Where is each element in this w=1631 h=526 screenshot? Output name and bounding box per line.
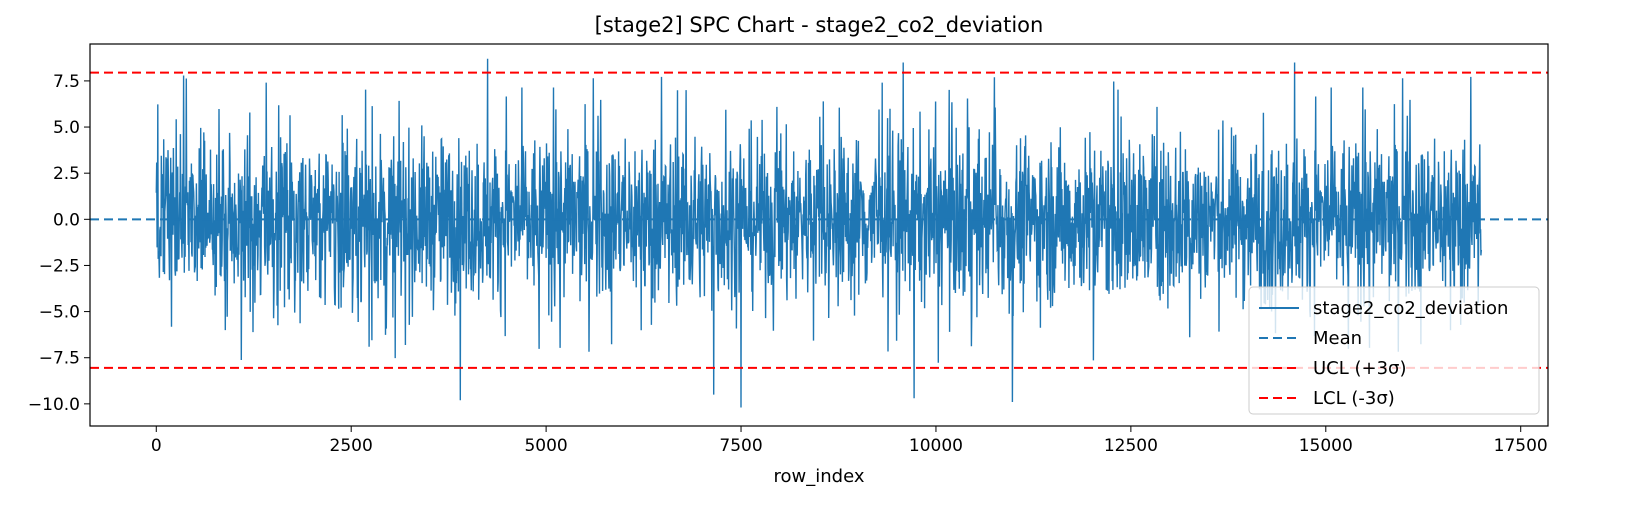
- legend: stage2_co2_deviation Mean UCL (+3σ) LCL (-3…: [1248, 286, 1540, 415]
- y-tick-label: 5.0: [53, 118, 80, 138]
- legend-label: Mean: [1313, 328, 1362, 349]
- y-tick-label: −2.5: [39, 256, 80, 276]
- legend-item-lcl: LCL (-3σ): [1259, 388, 1395, 409]
- x-tick-label: 2500: [330, 436, 373, 456]
- y-axis: 7.5 5.0 2.5 0.0 −2.5 −5.0 −7.5 −10.0: [28, 72, 90, 415]
- y-tick-label: −10.0: [28, 395, 80, 415]
- x-axis: 0 2500 5000 7500 10000 12500 15000 17500: [151, 426, 1548, 456]
- x-tick-label: 15000: [1299, 436, 1353, 456]
- x-axis-label: row_index: [774, 466, 865, 487]
- legend-label: LCL (-3σ): [1313, 388, 1395, 409]
- x-tick-label: 0: [151, 436, 162, 456]
- plot-inner: [90, 58, 1548, 408]
- y-tick-label: −7.5: [39, 349, 80, 369]
- y-tick-label: 2.5: [53, 164, 80, 184]
- legend-label: stage2_co2_deviation: [1313, 298, 1508, 319]
- plot-area: [90, 58, 1548, 408]
- legend-item-mean: Mean: [1259, 328, 1362, 349]
- legend-box: [1248, 286, 1540, 415]
- series-line-stage2-co2-deviation: [155, 58, 1482, 408]
- plot-frame: [89, 43, 1549, 427]
- y-tick-label: −5.0: [39, 303, 80, 323]
- legend-item-stage2-co2-deviation: stage2_co2_deviation: [1259, 298, 1508, 319]
- x-tick-label: 17500: [1494, 436, 1548, 456]
- x-tick-label: 10000: [909, 436, 963, 456]
- chart-title: [stage2] SPC Chart - stage2_co2_deviatio…: [595, 13, 1044, 38]
- x-tick-label: 12500: [1104, 436, 1158, 456]
- y-tick-label: 0.0: [53, 210, 80, 230]
- legend-item-ucl: UCL (+3σ): [1259, 358, 1406, 379]
- x-tick-label: 5000: [524, 436, 567, 456]
- x-tick-label: 7500: [719, 436, 762, 456]
- legend-label: UCL (+3σ): [1313, 358, 1406, 379]
- y-tick-label: 7.5: [53, 72, 80, 92]
